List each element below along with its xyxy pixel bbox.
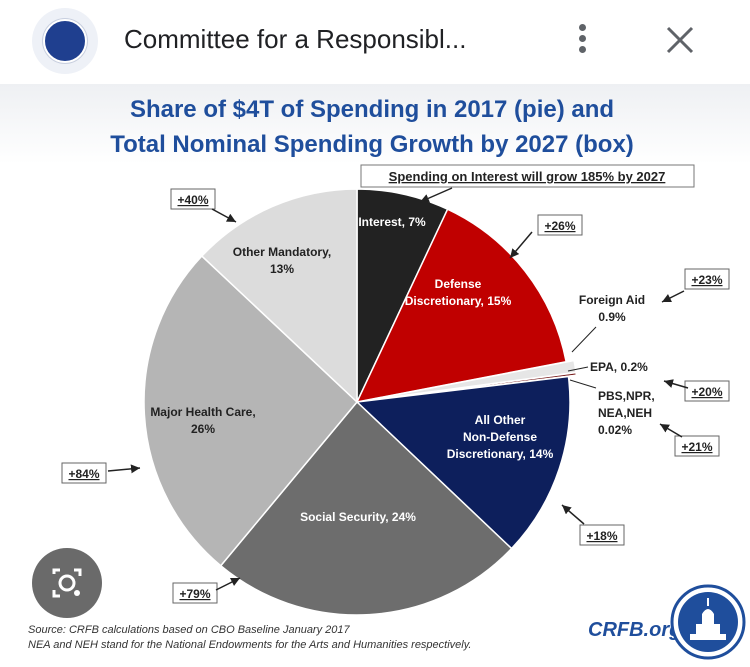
pie-slices (143, 188, 578, 616)
growth-value-defense-discretionary: +26% (544, 219, 575, 233)
kebab-dot-icon (578, 35, 586, 42)
pie-slice-all-other-non-defense-discretionary (355, 375, 571, 550)
leader-line (569, 379, 597, 389)
leader-line (567, 366, 589, 372)
chart-title-line2: Total Nominal Spending Growth by 2027 (b… (110, 131, 634, 158)
growth-arrow-all-other-non-defense-discretionary (561, 504, 585, 525)
site-logo[interactable] (32, 8, 98, 74)
pie-chart: Share of $4T of Spending in 2017 (pie) a… (28, 96, 746, 660)
growth-box-other-mandatory (170, 188, 216, 210)
slice-label-pbs-npr-nea-neh: PBS,NPR, NEA,NEH 0.02% (598, 389, 655, 437)
pie-slice-defense-discretionary (355, 208, 568, 404)
growth-box-foreign-aid (684, 268, 730, 290)
growth-arrow-epa (663, 379, 689, 389)
slice-labels: Interest, 7% Defense Discretionary, 15% For… (150, 215, 654, 524)
callout-box (360, 164, 695, 188)
chart-area: Share of $4T of Spending in 2017 (pie) a… (0, 84, 750, 662)
slice-label-epa: EPA, 0.2% (590, 360, 648, 374)
growth-value-foreign-aid: +23% (691, 273, 722, 287)
growth-value-social-security: +79% (179, 587, 210, 601)
lens-button[interactable] (32, 548, 102, 618)
more-options-button[interactable] (572, 22, 592, 62)
pie-slice-other-mandatory (200, 188, 358, 404)
pie-slice-major-health-care (143, 254, 359, 567)
growth-arrow-foreign-aid (661, 290, 685, 303)
growth-value-other-mandatory: +40% (177, 193, 208, 207)
camera-lens-icon (52, 568, 82, 598)
capitol-icon (43, 19, 87, 63)
growth-box-pbs-npr-nea-neh (674, 435, 720, 457)
slice-label-major-health-care: Major Health Care, 26% (150, 405, 255, 436)
growth-value-epa: +20% (691, 385, 722, 399)
kebab-dot-icon (578, 24, 586, 31)
app-header: Committee for a Responsibl... (0, 0, 750, 84)
source-note: Source: CRFB calculations based on CBO B… (28, 624, 351, 636)
growth-arrow-other-mandatory (211, 208, 237, 223)
growth-arrow-defense-discretionary (509, 231, 533, 259)
kebab-dot-icon (578, 46, 586, 53)
growth-arrow-major-health-care (107, 464, 141, 474)
slice-label-social-security: Social Security, 24% (300, 510, 416, 524)
interest-callout: Spending on Interest will grow 185% by 2… (389, 169, 666, 184)
growth-box-social-security (172, 582, 218, 604)
slice-label-interest: Interest, 7% (358, 215, 426, 229)
growth-box-defense-discretionary (537, 214, 583, 236)
growth-value-pbs-npr-nea-neh: +21% (681, 440, 712, 454)
pie-slice-social-security (219, 400, 513, 616)
growth-box-all-other-non-defense-discretionary (579, 524, 625, 546)
growth-arrow-social-security (215, 577, 241, 591)
slice-label-other-mandatory: Other Mandatory, 13% (233, 245, 331, 276)
page-title: Committee for a Responsibl... (124, 24, 467, 54)
growth-box-major-health-care (61, 462, 107, 484)
close-button[interactable] (658, 18, 702, 62)
growth-arrow-pbs-npr-nea-neh (659, 423, 683, 438)
close-icon (666, 26, 694, 54)
leader-line (571, 326, 597, 353)
growth-boxes: +26% +23% +20% +21% +18% +79% +84% +40% (61, 187, 730, 604)
callout-arrow (419, 187, 453, 203)
slice-label-defense-discretionary: Defense Discretionary, 15% (405, 277, 512, 308)
growth-value-major-health-care: +84% (68, 467, 99, 481)
growth-value-all-other-non-defense-discretionary: +18% (586, 529, 617, 543)
endowments-note: NEA and NEH stand for the National Endow… (28, 639, 471, 651)
growth-box-epa (684, 380, 730, 402)
slice-label-all-other-non-defense-discretionary: All Other Non-Defense Discretionary, 14% (447, 413, 554, 461)
slice-label-foreign-aid: Foreign Aid 0.9% (579, 293, 645, 324)
brand-logo (670, 584, 746, 660)
brand-text: CRFB.org (588, 619, 681, 641)
chart-title-line1: Share of $4T of Spending in 2017 (pie) a… (130, 96, 614, 123)
